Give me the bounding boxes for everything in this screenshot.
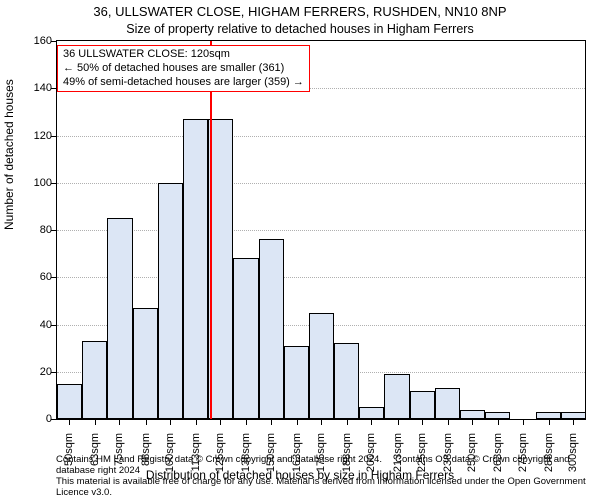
- x-tick-mark: [170, 420, 171, 425]
- histogram-bar: [233, 258, 258, 419]
- chart-title-sub: Size of property relative to detached ho…: [0, 22, 600, 36]
- x-tick-mark: [119, 420, 120, 425]
- y-tick-label: 40: [12, 319, 52, 331]
- x-tick-mark: [398, 420, 399, 425]
- x-tick-mark: [95, 420, 96, 425]
- x-tick-label: 75sqm: [113, 433, 125, 483]
- x-tick-label: 225sqm: [416, 433, 428, 483]
- histogram-bar: [561, 412, 586, 419]
- annotation-line: ← 50% of detached houses are smaller (36…: [63, 62, 304, 76]
- y-tick-label: 60: [12, 271, 52, 283]
- x-tick-label: 125sqm: [214, 433, 226, 483]
- x-tick-mark: [297, 420, 298, 425]
- histogram-bar: [158, 183, 183, 419]
- y-tick-label: 0: [12, 413, 52, 425]
- histogram-bar: [284, 346, 309, 419]
- x-tick-label: 163sqm: [291, 433, 303, 483]
- x-tick-mark: [246, 420, 247, 425]
- x-tick-mark: [523, 420, 524, 425]
- gridline: [57, 136, 585, 137]
- y-tick-label: 120: [12, 130, 52, 142]
- y-tick-mark: [51, 88, 56, 89]
- x-tick-label: 275sqm: [517, 433, 529, 483]
- x-tick-label: 263sqm: [492, 433, 504, 483]
- x-tick-label: 213sqm: [392, 433, 404, 483]
- annotation-line: 36 ULLSWATER CLOSE: 120sqm: [63, 48, 304, 62]
- y-axis-label: Number of detached houses: [2, 79, 16, 230]
- x-tick-mark: [448, 420, 449, 425]
- reference-line: [210, 41, 212, 419]
- gridline: [57, 183, 585, 184]
- y-tick-label: 100: [12, 177, 52, 189]
- y-tick-label: 20: [12, 366, 52, 378]
- histogram-bar: [334, 343, 359, 419]
- x-tick-label: 300sqm: [567, 433, 579, 483]
- x-tick-label: 138sqm: [240, 433, 252, 483]
- histogram-bar: [183, 119, 208, 419]
- y-tick-mark: [51, 136, 56, 137]
- x-tick-label: 150sqm: [265, 433, 277, 483]
- y-tick-mark: [51, 372, 56, 373]
- x-tick-label: 63sqm: [89, 433, 101, 483]
- chart-container: 36, ULLSWATER CLOSE, HIGHAM FERRERS, RUS…: [0, 0, 600, 500]
- histogram-bar: [259, 239, 284, 419]
- histogram-bar: [359, 407, 384, 419]
- x-tick-mark: [422, 420, 423, 425]
- histogram-bar: [309, 313, 334, 419]
- x-tick-label: 250sqm: [466, 433, 478, 483]
- histogram-bar: [536, 412, 561, 419]
- x-tick-label: 200sqm: [365, 433, 377, 483]
- gridline: [57, 230, 585, 231]
- x-tick-mark: [573, 420, 574, 425]
- x-tick-label: 50sqm: [63, 433, 75, 483]
- x-tick-label: 88sqm: [140, 433, 152, 483]
- x-tick-label: 188sqm: [341, 433, 353, 483]
- x-tick-mark: [220, 420, 221, 425]
- histogram-bar: [460, 410, 485, 419]
- gridline: [57, 277, 585, 278]
- x-tick-mark: [321, 420, 322, 425]
- x-tick-label: 113sqm: [190, 433, 202, 483]
- histogram-bar: [435, 388, 460, 419]
- x-tick-mark: [549, 420, 550, 425]
- y-tick-label: 80: [12, 224, 52, 236]
- x-tick-mark: [271, 420, 272, 425]
- x-tick-label: 238sqm: [442, 433, 454, 483]
- histogram-bar: [82, 341, 107, 419]
- plot-area: [56, 40, 586, 420]
- x-tick-mark: [69, 420, 70, 425]
- histogram-bar: [57, 384, 82, 419]
- x-tick-mark: [146, 420, 147, 425]
- y-tick-mark: [51, 183, 56, 184]
- x-tick-mark: [347, 420, 348, 425]
- histogram-bar: [410, 391, 435, 419]
- histogram-bar: [485, 412, 510, 419]
- y-tick-mark: [51, 41, 56, 42]
- x-tick-label: 175sqm: [315, 433, 327, 483]
- x-tick-mark: [472, 420, 473, 425]
- x-tick-mark: [196, 420, 197, 425]
- y-tick-label: 160: [12, 35, 52, 47]
- y-tick-mark: [51, 325, 56, 326]
- histogram-bar: [384, 374, 409, 419]
- y-tick-mark: [51, 277, 56, 278]
- y-tick-label: 140: [12, 82, 52, 94]
- y-tick-mark: [51, 230, 56, 231]
- x-tick-label: 100sqm: [164, 433, 176, 483]
- annotation-line: 49% of semi-detached houses are larger (…: [63, 76, 304, 90]
- y-tick-mark: [51, 419, 56, 420]
- histogram-bar: [107, 218, 132, 419]
- annotation-box: 36 ULLSWATER CLOSE: 120sqm← 50% of detac…: [57, 45, 310, 92]
- x-tick-label: 288sqm: [543, 433, 555, 483]
- x-tick-mark: [371, 420, 372, 425]
- x-tick-mark: [498, 420, 499, 425]
- chart-title-main: 36, ULLSWATER CLOSE, HIGHAM FERRERS, RUS…: [0, 4, 600, 19]
- histogram-bar: [133, 308, 158, 419]
